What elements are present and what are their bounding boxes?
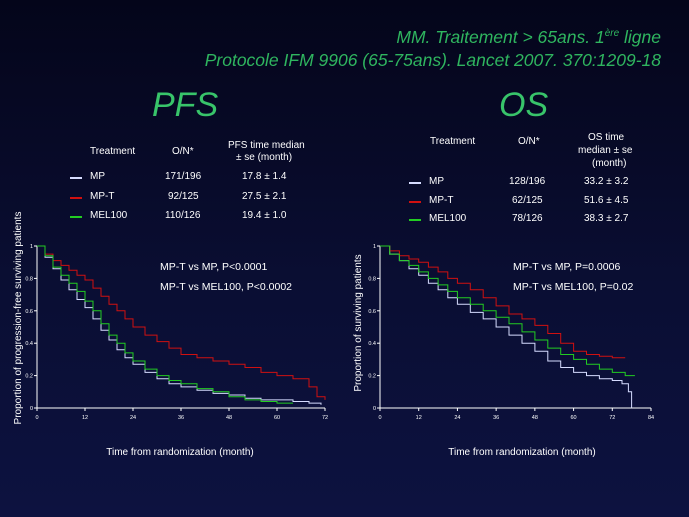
os-y-tick-label: 0.6 <box>368 309 376 315</box>
os-y-tick-label: 0 <box>373 406 376 412</box>
pfs-y-tick-label: 0 <box>30 406 33 412</box>
pfs-table: Treatment O/N* PFS time median ± se (mon… <box>60 140 350 230</box>
os-x-tick-label: 24 <box>454 415 460 421</box>
header-line-1-sup: ère <box>604 28 620 39</box>
pfs-x-tick-label: 72 <box>322 415 328 421</box>
pfs-y-axis-label: Proportion of progression-free surviving… <box>13 212 24 425</box>
os-y-tick-label: 1 <box>373 244 376 250</box>
pfs-x-tick-label: 36 <box>178 415 184 421</box>
pfs-row-mel100-treatment: MEL100 <box>90 210 128 221</box>
header-line-1-tail: ligne <box>619 26 661 47</box>
os-x-tick-label: 48 <box>532 415 538 421</box>
pfs-y-tick-label: 0.6 <box>25 309 33 315</box>
pfs-row-mel100-on: 110/126 <box>165 210 201 221</box>
pfs-legend-mpt-swatch <box>70 197 82 199</box>
pfs-legend-mp-swatch <box>70 177 82 179</box>
header-line-1-main: MM. Traitement > 65ans. 1 <box>396 26 605 47</box>
pfs-x-axis-label: Time from randomization (month) <box>106 447 253 458</box>
pfs-x-tick-label: 60 <box>274 415 280 421</box>
pfs-series-mpt <box>37 245 326 400</box>
os-col-on: O/N* <box>518 136 540 147</box>
os-y-tick-label: 0.4 <box>368 341 376 347</box>
os-row-mel100-on: 78/126 <box>512 213 543 224</box>
pfs-col-on: O/N* <box>172 146 194 157</box>
os-x-axis-label: Time from randomization (month) <box>448 447 595 458</box>
pfs-x-tick-label: 12 <box>82 415 88 421</box>
header-line-1: MM. Traitement > 65ans. 1ère ligne <box>205 22 661 49</box>
pfs-y-tick-label: 0.2 <box>25 374 33 380</box>
slide-header: MM. Traitement > 65ans. 1ère ligne Proto… <box>205 22 661 72</box>
os-row-mpt-treatment: MP-T <box>429 195 454 206</box>
pfs-row-mpt-treatment: MP-T <box>90 191 115 202</box>
os-col-median-1: OS time <box>588 132 625 143</box>
pfs-x-tick-label: 24 <box>130 415 136 421</box>
pfs-series-mel100 <box>37 245 293 404</box>
pfs-row-mpt-on: 92/125 <box>168 191 199 202</box>
os-title: OS <box>499 86 549 124</box>
pfs-y-tick-label: 0.4 <box>25 341 33 347</box>
os-note-2: MP-T vs MEL100, P=0.02 <box>513 281 634 293</box>
os-col-median-3: (month) <box>592 158 627 169</box>
os-series-mp <box>380 245 633 408</box>
os-x-tick-label: 84 <box>648 415 654 421</box>
pfs-title: PFS <box>152 86 219 124</box>
os-row-mp-treatment: MP <box>429 176 444 187</box>
os-x-tick-label: 36 <box>493 415 499 421</box>
pfs-row-mp-on: 171/196 <box>165 171 202 182</box>
os-y-tick-label: 0.2 <box>368 374 376 380</box>
header-line-2: Protocole IFM 9906 (65-75ans). Lancet 20… <box>204 49 661 70</box>
os-row-mp-median: 33.2 ± 3.2 <box>584 176 629 187</box>
pfs-y-tick-label: 0.8 <box>25 276 33 282</box>
os-row-mel100-treatment: MEL100 <box>429 213 467 224</box>
os-legend-mel100-swatch <box>409 219 421 221</box>
pfs-row-mel100-median: 19.4 ± 1.0 <box>242 210 287 221</box>
pfs-series-mp <box>37 245 322 405</box>
pfs-row-mpt-median: 27.5 ± 2.1 <box>242 191 287 202</box>
os-y-tick-label: 0.8 <box>368 276 376 282</box>
pfs-col-median-1: PFS time median <box>228 140 305 151</box>
os-col-treatment: Treatment <box>430 136 476 147</box>
pfs-row-mp-treatment: MP <box>90 171 105 182</box>
pfs-note-2: MP-T vs MEL100, P<0.0002 <box>160 281 292 293</box>
os-x-tick-label: 60 <box>571 415 577 421</box>
os-row-mp-on: 128/196 <box>509 176 546 187</box>
os-legend-mpt-swatch <box>409 201 421 203</box>
os-table: Treatment O/N* OS time median ± se (mont… <box>398 130 688 230</box>
pfs-x-tick-label: 48 <box>226 415 232 421</box>
os-row-mpt-median: 51.6 ± 4.5 <box>584 195 629 206</box>
pfs-note-1: MP-T vs MP, P<0.0001 <box>160 261 268 273</box>
os-y-axis-label: Proportion of surviving patients <box>353 254 364 391</box>
os-row-mpt-on: 62/125 <box>512 195 543 206</box>
os-x-tick-label: 0 <box>378 415 381 421</box>
os-col-median-2: median ± se <box>578 145 633 156</box>
os-x-tick-label: 72 <box>609 415 615 421</box>
pfs-col-treatment: Treatment <box>90 146 136 157</box>
os-series-mpt <box>380 245 626 359</box>
pfs-y-tick-label: 1 <box>30 244 33 250</box>
os-note-1: MP-T vs MP, P=0.0006 <box>513 261 621 273</box>
pfs-row-mp-median: 17.8 ± 1.4 <box>242 171 287 182</box>
pfs-col-median-2: ± se (month) <box>236 152 293 163</box>
os-legend-mp-swatch <box>409 182 421 184</box>
os-series-mel100 <box>380 245 635 377</box>
os-x-tick-label: 12 <box>416 415 422 421</box>
os-row-mel100-median: 38.3 ± 2.7 <box>584 213 629 224</box>
pfs-x-tick-label: 0 <box>35 415 38 421</box>
pfs-legend-mel100-swatch <box>70 216 82 218</box>
